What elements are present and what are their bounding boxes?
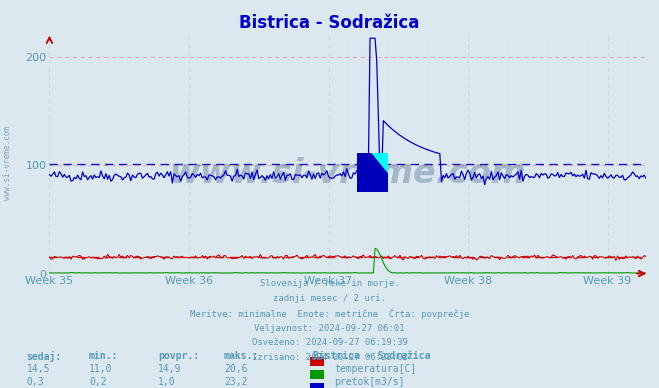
Text: 1,0: 1,0 xyxy=(158,377,176,387)
Text: maks.:: maks.: xyxy=(224,351,259,361)
Text: Slovenija / reke in morje.: Slovenija / reke in morje. xyxy=(260,279,399,288)
Text: www.si-vreme.com: www.si-vreme.com xyxy=(3,126,13,200)
Text: 14,9: 14,9 xyxy=(158,364,182,374)
Text: temperatura[C]: temperatura[C] xyxy=(334,364,416,374)
Text: povpr.:: povpr.: xyxy=(158,351,199,361)
Text: Meritve: minimalne  Enote: metrične  Črta: povprečje: Meritve: minimalne Enote: metrične Črta:… xyxy=(190,309,469,319)
Text: pretok[m3/s]: pretok[m3/s] xyxy=(334,377,405,387)
Text: Bistrica - Sodražica: Bistrica - Sodražica xyxy=(239,14,420,31)
Text: 14,5: 14,5 xyxy=(26,364,50,374)
Polygon shape xyxy=(357,153,388,192)
Text: 20,6: 20,6 xyxy=(224,364,248,374)
Text: zadnji mesec / 2 uri.: zadnji mesec / 2 uri. xyxy=(273,294,386,303)
Text: Osveženo: 2024-09-27 06:19:39: Osveženo: 2024-09-27 06:19:39 xyxy=(252,338,407,347)
Text: 11,0: 11,0 xyxy=(89,364,113,374)
Text: min.:: min.: xyxy=(89,351,119,361)
Text: 23,2: 23,2 xyxy=(224,377,248,387)
Text: Izrisano: 2024-09-27 06:22:02: Izrisano: 2024-09-27 06:22:02 xyxy=(252,353,407,362)
Text: Bistrica - Sodražica: Bistrica - Sodražica xyxy=(313,351,430,361)
Text: 0,2: 0,2 xyxy=(89,377,107,387)
Polygon shape xyxy=(371,153,388,175)
Text: sedaj:: sedaj: xyxy=(26,351,61,362)
Text: www.si-vreme.com: www.si-vreme.com xyxy=(169,157,526,190)
Text: Veljavnost: 2024-09-27 06:01: Veljavnost: 2024-09-27 06:01 xyxy=(254,324,405,333)
Text: 0,3: 0,3 xyxy=(26,377,44,387)
